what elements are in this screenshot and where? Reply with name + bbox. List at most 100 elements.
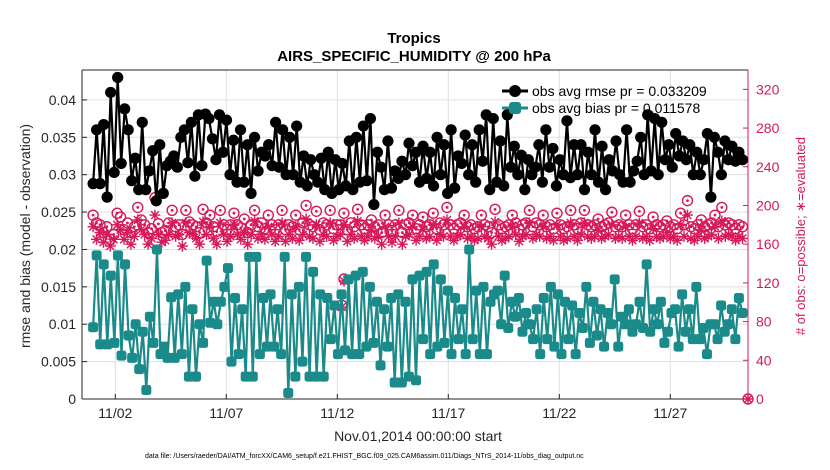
evaluated-obs-marker	[692, 230, 704, 242]
evaluated-obs-marker	[173, 229, 185, 240]
bias-marker	[247, 371, 258, 382]
evaluated-obs-marker	[565, 217, 577, 229]
evaluated-obs-marker	[276, 217, 288, 229]
bias-marker	[88, 322, 99, 333]
possible-obs-dot	[679, 211, 683, 215]
evaluated-obs-marker	[616, 232, 628, 244]
bias-marker	[521, 308, 531, 319]
rmse-marker	[406, 160, 419, 172]
bias-marker	[293, 281, 304, 292]
bias-marker	[112, 250, 123, 261]
evaluated-obs-marker	[132, 214, 144, 226]
rmse-marker	[136, 116, 148, 128]
rmse-marker	[322, 146, 334, 158]
rmse-marker	[154, 139, 166, 151]
evaluated-obs-marker	[575, 229, 587, 240]
bias-marker	[737, 308, 748, 319]
evaluated-obs-marker	[142, 238, 154, 250]
rmse-marker	[252, 165, 264, 177]
evaluated-obs-marker	[438, 230, 449, 242]
rmse-marker	[547, 142, 559, 155]
y-right-tick-label: 40	[756, 352, 772, 368]
bias-marker	[325, 334, 336, 345]
evaluated-obs-marker	[599, 230, 611, 242]
bias-marker	[308, 266, 319, 277]
y-tick-label: 0.005	[41, 354, 76, 370]
bias-marker	[641, 259, 652, 270]
bias-marker	[673, 341, 684, 352]
bias-marker	[276, 349, 287, 360]
bias-marker	[655, 296, 666, 307]
bias-marker	[524, 319, 535, 330]
y-right-tick-label: 0	[756, 391, 764, 407]
x-tick-label: 11/07	[209, 405, 243, 421]
possible-obs-marker	[716, 201, 728, 214]
evaluated-obs-marker	[661, 227, 673, 239]
possible-obs-dot	[421, 215, 425, 219]
rmse-marker	[445, 124, 457, 136]
evaluated-obs-marker	[139, 229, 151, 240]
rmse-marker	[241, 139, 254, 151]
y-right-tick-label: 160	[756, 236, 780, 252]
rmse-marker	[663, 139, 675, 151]
rmse-marker	[248, 131, 261, 143]
bias-marker	[467, 334, 478, 345]
possible-obs-marker	[310, 205, 323, 217]
evaluated-obs-marker	[225, 230, 236, 242]
possible-obs-dot	[383, 213, 387, 217]
rmse-marker	[284, 131, 296, 143]
possible-obs-marker	[430, 222, 443, 235]
rmse-marker	[403, 137, 415, 149]
rmse-marker	[631, 155, 643, 167]
possible-obs-marker	[661, 215, 673, 227]
bias-marker	[375, 360, 386, 371]
possible-obs-dot	[260, 221, 263, 225]
bias-marker	[513, 293, 524, 304]
x-tick-label: 11/22	[542, 405, 576, 421]
bias-marker	[570, 349, 581, 360]
data-file-footnote: data file: /Users/raeder/DAI/ATM_forcXX/…	[145, 453, 584, 460]
bias-marker	[613, 341, 624, 352]
y-tick-label: 0.035	[41, 129, 76, 145]
evaluated-obs-marker	[101, 229, 113, 240]
bias-marker	[151, 244, 162, 255]
possible-obs-dot	[266, 213, 270, 217]
rmse-marker	[150, 195, 162, 207]
rmse-marker	[112, 71, 124, 84]
bias-marker	[130, 319, 141, 330]
evaluated-obs-marker	[104, 240, 116, 252]
x-tick-label: 11/27	[653, 405, 687, 421]
evaluated-obs-marker	[321, 230, 333, 242]
rmse-marker	[434, 169, 447, 181]
rmse-marker	[708, 131, 720, 143]
evaluated-obs-marker	[403, 229, 415, 240]
bias-marker	[198, 337, 209, 348]
evaluated-obs-marker	[197, 216, 209, 228]
rmse-marker	[459, 129, 471, 141]
rmse-marker	[578, 184, 591, 196]
x-axis-label: Nov.01,2014 00:00:00 start	[334, 428, 502, 444]
evaluated-obs-marker	[152, 229, 164, 240]
bias-marker	[354, 349, 365, 360]
rmse-marker	[220, 114, 233, 126]
evaluated-obs-marker	[211, 238, 223, 250]
evaluated-obs-marker	[386, 236, 398, 248]
rmse-marker	[368, 198, 380, 211]
evaluated-obs-marker	[352, 215, 364, 227]
rmse-marker	[652, 169, 664, 181]
evaluated-obs-marker	[297, 229, 309, 240]
rmse-marker	[382, 135, 394, 147]
bias-marker	[464, 244, 475, 255]
rmse-marker	[621, 124, 633, 136]
bias-marker	[336, 289, 347, 300]
left-y-ticks: 0 0.005 0.01 0.015 0.02 0.025 0.03 0.035 0.04	[41, 92, 87, 407]
rmse-marker	[178, 124, 190, 136]
evaluated-obs-marker	[228, 219, 240, 231]
bias-marker	[726, 304, 737, 315]
bias-marker	[428, 259, 439, 270]
bias-marker	[411, 375, 422, 386]
plot-frame	[81, 69, 749, 400]
evaluated-obs-marker	[231, 229, 243, 240]
evaluated-obs-marker	[589, 230, 601, 242]
rmse-marker	[603, 154, 615, 166]
